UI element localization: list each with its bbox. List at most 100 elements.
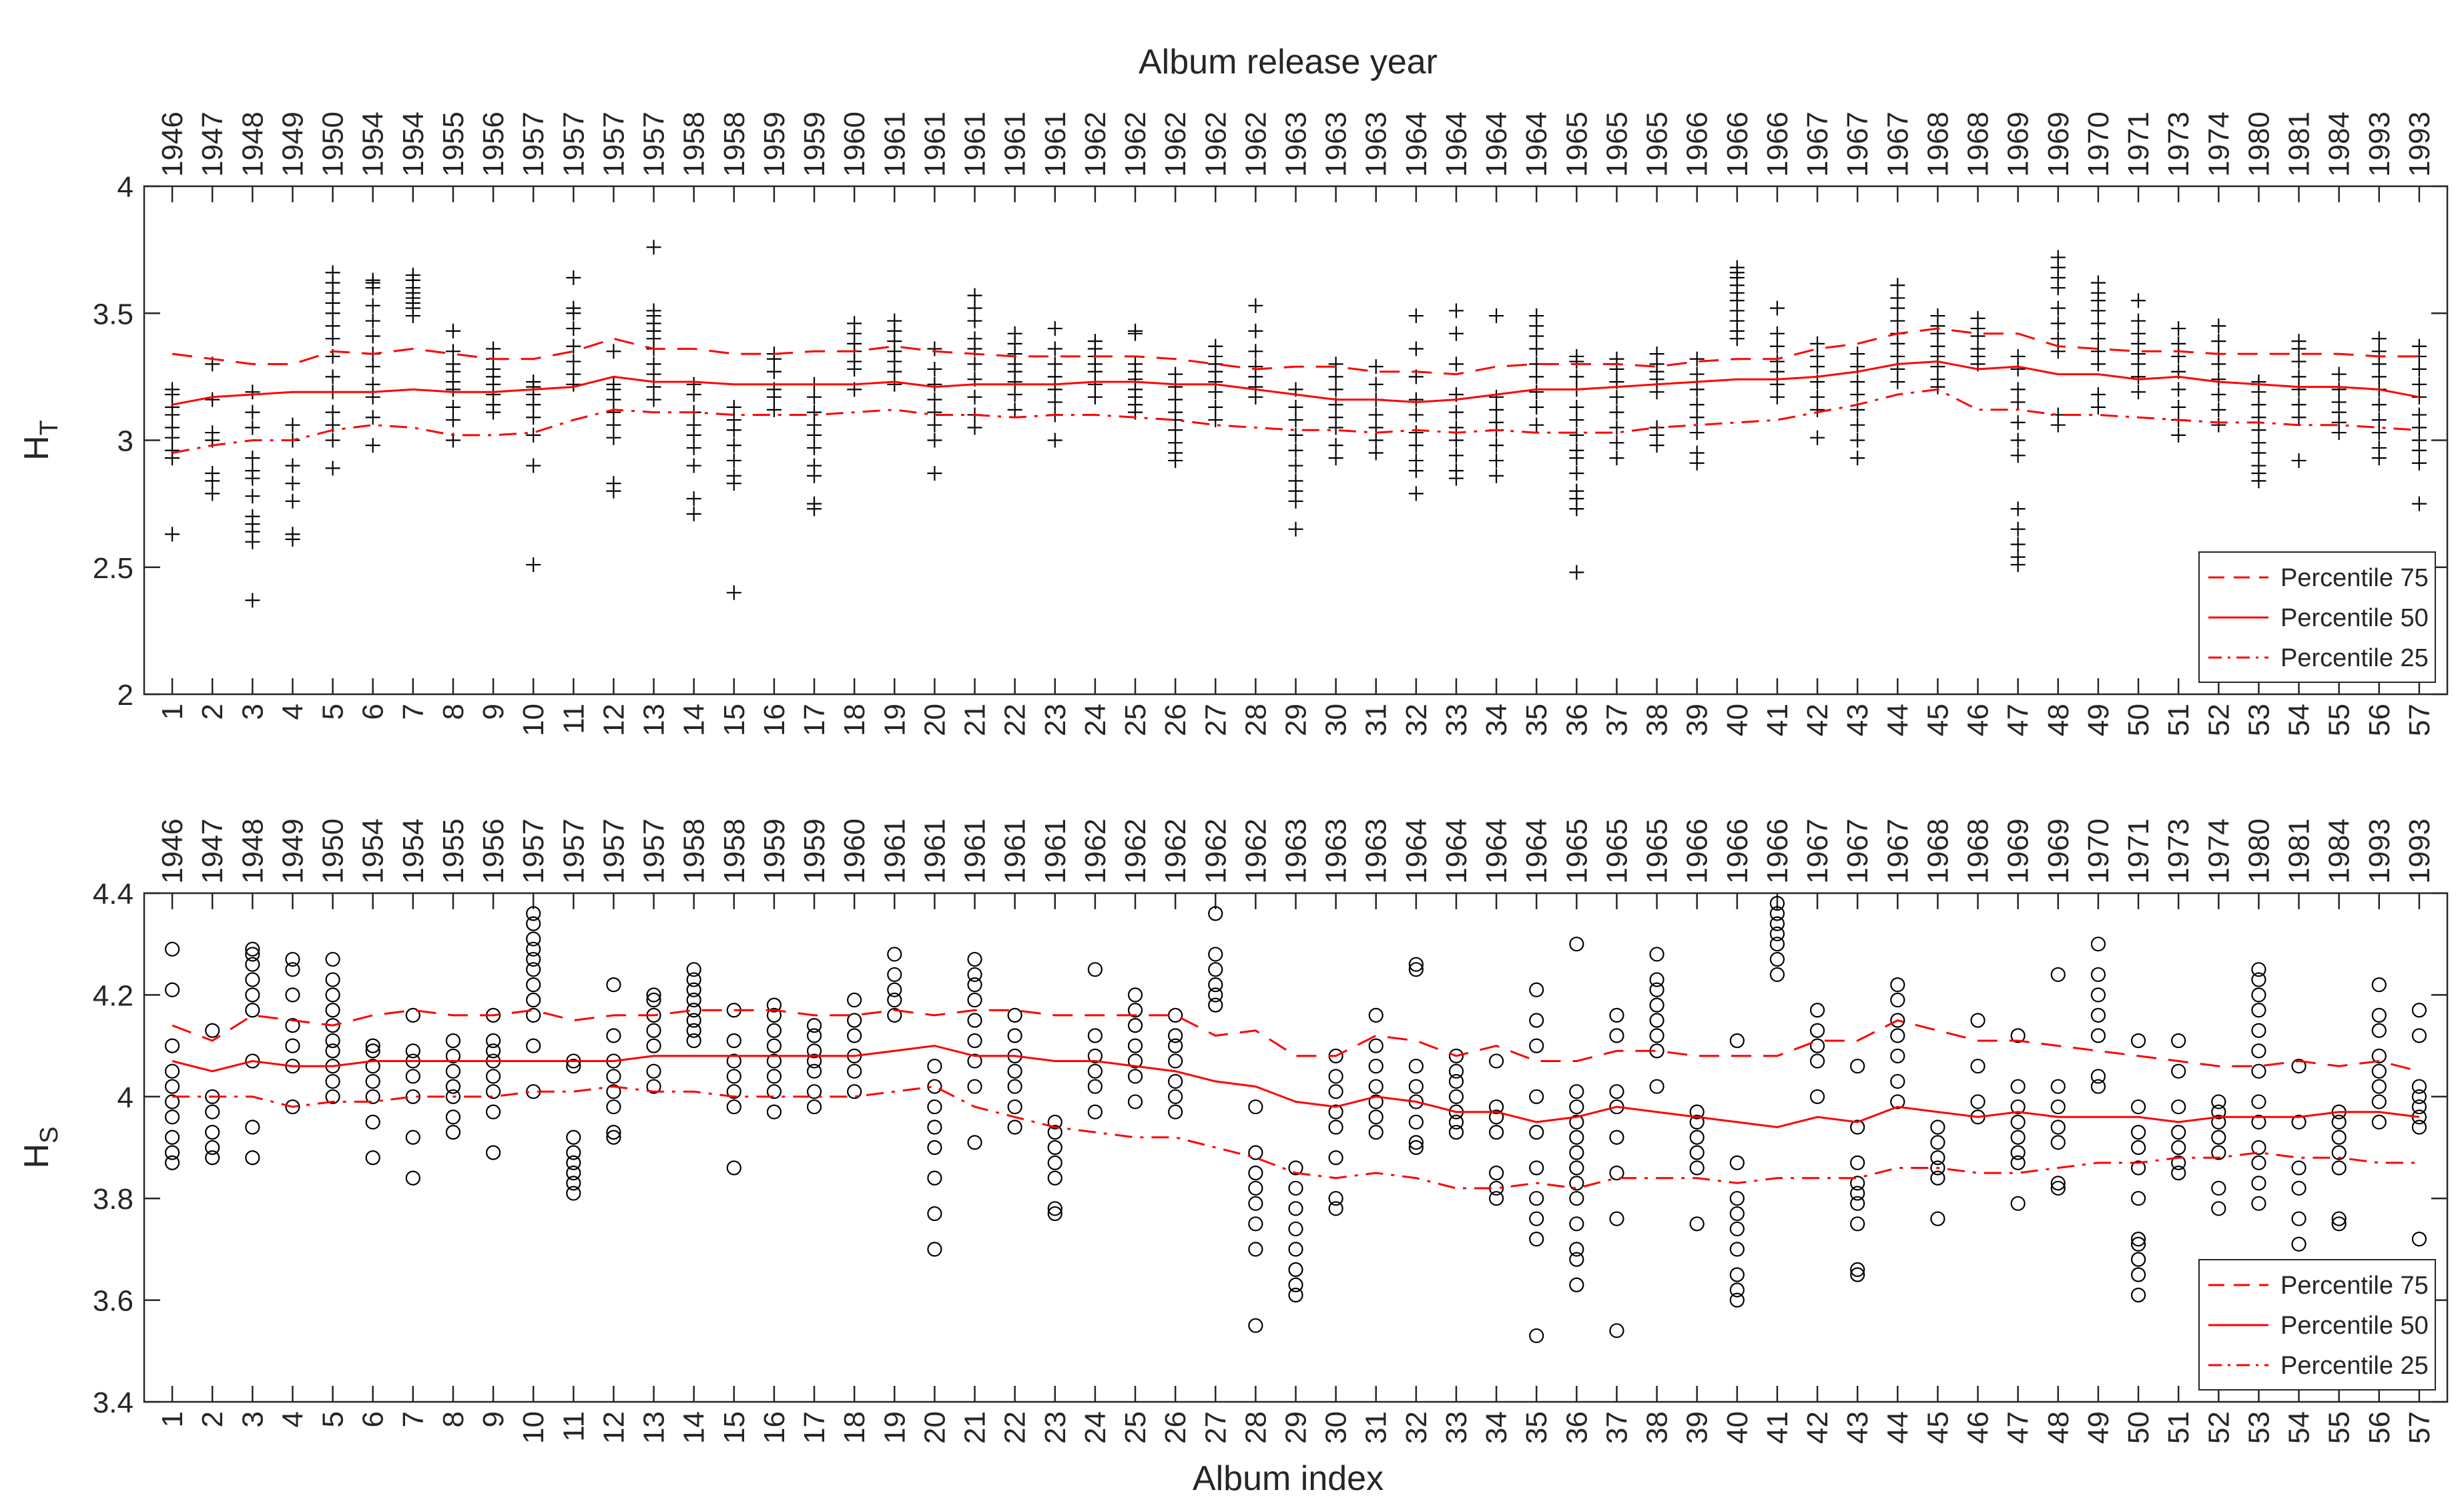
data-point-circle	[1127, 1094, 1143, 1109]
data-point-circle	[1850, 1262, 1865, 1277]
data-point-plus	[1489, 402, 1504, 417]
data-point-plus	[1047, 395, 1062, 410]
x-tick-label-year: 1968	[1962, 818, 1995, 884]
x-tick-label-year: 1962	[1239, 818, 1272, 884]
data-point-plus	[486, 341, 501, 356]
data-point-circle	[1529, 1089, 1544, 1104]
data-point-circle	[365, 1058, 380, 1074]
x-tick-label-index: 22	[999, 1411, 1032, 1444]
data-point-circle	[2010, 1099, 2026, 1115]
x-tick-label-year: 1954	[357, 818, 390, 884]
data-point-circle	[245, 957, 260, 972]
data-point-circle	[1248, 1242, 1263, 1257]
data-point-plus	[2131, 313, 2146, 328]
data-point-plus	[1448, 326, 1464, 341]
data-point-circle	[205, 1150, 220, 1166]
data-point-circle	[1328, 1069, 1343, 1084]
data-point-circle	[1127, 1018, 1143, 1033]
data-point-plus	[1810, 430, 1825, 445]
data-point-circle	[1890, 1048, 1905, 1063]
x-tick-label-index: 57	[2403, 1411, 2436, 1444]
x-tick-label-year: 1954	[397, 818, 430, 884]
x-tick-label-year: 1963	[1360, 111, 1393, 177]
bottom-axis-title: Album index	[1193, 1459, 1383, 1498]
data-point-circle	[1569, 1099, 1584, 1115]
data-point-plus	[2050, 300, 2066, 316]
x-tick-label-index: 57	[2403, 704, 2436, 736]
data-point-circle	[2331, 1145, 2347, 1160]
x-tick-label-index: 35	[1520, 1411, 1553, 1444]
data-point-circle	[2090, 987, 2106, 1003]
data-point-plus	[2211, 417, 2226, 433]
x-tick-label-index: 50	[2122, 1411, 2155, 1444]
x-tick-label-index: 36	[1560, 1411, 1593, 1444]
data-point-plus	[2371, 440, 2387, 455]
data-point-circle	[325, 1089, 340, 1104]
data-point-circle	[1529, 1328, 1544, 1344]
x-tick-label-index: 18	[838, 704, 871, 736]
x-tick-label-year: 1956	[477, 818, 510, 884]
x-tick-label-year: 1964	[1400, 818, 1433, 884]
x-tick-label-index: 4	[276, 1411, 309, 1427]
x-tick-label-year: 1971	[2122, 111, 2155, 177]
data-point-plus	[1128, 323, 1143, 338]
x-tick-label-year: 1946	[156, 111, 189, 177]
data-point-circle	[325, 972, 340, 987]
data-point-circle	[1448, 1048, 1464, 1063]
x-tick-label-year: 1970	[2082, 111, 2115, 177]
x-tick-label-year: 1966	[1681, 818, 1714, 884]
data-point-plus	[2171, 382, 2186, 397]
data-point-circle	[766, 1084, 782, 1099]
data-point-circle	[2050, 967, 2066, 983]
data-point-plus	[967, 331, 982, 346]
data-point-circle	[1127, 1038, 1143, 1053]
data-point-circle	[2090, 1079, 2106, 1094]
data-point-plus	[1890, 348, 1905, 364]
data-point-circle	[1769, 896, 1785, 911]
data-point-plus	[2211, 387, 2226, 403]
data-point-circle	[606, 977, 621, 993]
data-point-plus	[566, 270, 581, 285]
data-point-plus	[445, 356, 460, 372]
data-point-circle	[2251, 1114, 2266, 1130]
x-tick-label-index: 45	[1921, 1411, 1954, 1444]
data-point-circle	[2130, 1033, 2146, 1049]
data-point-plus	[646, 356, 661, 372]
x-tick-label-year: 1965	[1641, 818, 1674, 884]
data-point-plus	[325, 265, 340, 280]
data-point-circle	[1529, 1191, 1544, 1206]
data-point-plus	[2291, 382, 2306, 397]
data-point-circle	[1489, 1053, 1504, 1069]
data-point-plus	[1569, 369, 1584, 385]
data-point-circle	[245, 1003, 260, 1018]
data-point-circle	[1569, 1084, 1584, 1099]
data-point-circle	[1729, 1155, 1745, 1170]
data-point-plus	[686, 458, 701, 473]
data-point-circle	[1208, 906, 1223, 921]
x-tick-label-year: 1960	[838, 111, 871, 177]
x-tick-label-index: 33	[1440, 704, 1473, 736]
data-point-plus	[927, 465, 942, 481]
x-tick-label-index: 30	[1320, 1411, 1353, 1444]
data-point-circle	[1448, 1125, 1464, 1140]
data-point-plus	[1448, 463, 1464, 479]
x-tick-label-year: 1958	[718, 818, 751, 884]
data-point-plus	[245, 385, 260, 400]
data-point-circle	[887, 982, 902, 997]
data-point-circle	[445, 1109, 461, 1125]
data-point-plus	[245, 593, 260, 608]
x-tick-label-index: 4	[276, 704, 309, 720]
data-point-circle	[245, 1150, 260, 1166]
data-point-plus	[2171, 400, 2186, 415]
data-point-plus	[2291, 397, 2306, 413]
x-tick-label-index: 34	[1480, 704, 1513, 736]
x-tick-label-year: 1973	[2162, 818, 2195, 884]
data-point-circle	[1729, 1206, 1745, 1222]
data-point-circle	[164, 941, 180, 957]
data-point-circle	[2251, 1196, 2266, 1211]
data-point-circle	[1609, 1130, 1624, 1145]
x-tick-label-year: 1967	[1801, 111, 1834, 177]
data-point-plus	[1850, 417, 1865, 433]
data-point-plus	[325, 433, 340, 448]
data-point-plus	[2090, 316, 2106, 331]
